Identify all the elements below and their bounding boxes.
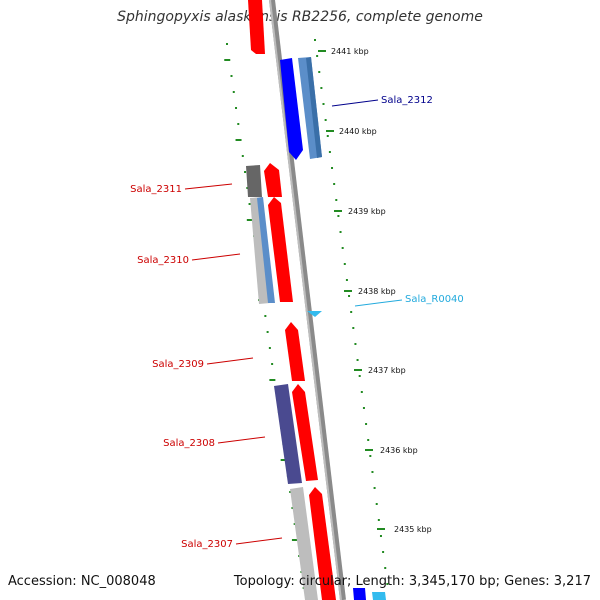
- kbp-label: 2435 kbp: [394, 525, 432, 534]
- genome-title: Sphingopyxis alaskensis RB2256, complete…: [117, 9, 483, 25]
- gene-feature[interactable]: [306, 57, 322, 158]
- gene-feature[interactable]: [250, 197, 270, 304]
- gene-label[interactable]: Sala_2309: [152, 359, 204, 370]
- gene-feature[interactable]: [264, 163, 282, 197]
- kbp-label: 2441 kbp: [331, 47, 369, 56]
- gene-feature[interactable]: [274, 384, 302, 484]
- summary-text: Topology: circular; Length: 3,345,170 bp…: [233, 574, 591, 589]
- kbp-label: 2437 kbp: [368, 366, 406, 375]
- kbp-label: 2436 kbp: [380, 446, 418, 455]
- outer-scale: [314, 39, 389, 585]
- kbp-label: 2439 kbp: [348, 207, 386, 216]
- gene-label[interactable]: Sala_R0040: [405, 294, 464, 305]
- gene-feature[interactable]: [285, 322, 305, 381]
- rna-feature[interactable]: [307, 311, 322, 317]
- gene-label[interactable]: Sala_2308: [163, 438, 215, 449]
- gene-labels: Sala_2312 Sala_2311 Sala_2310 Sala_R0040…: [130, 95, 464, 550]
- gene-feature[interactable]: [292, 384, 318, 481]
- gene-feature[interactable]: [353, 588, 366, 600]
- kbp-labels: 2441 kbp 2440 kbp 2439 kbp 2438 kbp 2437…: [318, 47, 432, 534]
- gene-feature[interactable]: [280, 58, 303, 160]
- gene-feature[interactable]: [290, 487, 318, 600]
- genome-backbone-highlight: [269, 0, 342, 600]
- gene-label[interactable]: Sala_2311: [130, 184, 182, 195]
- gene-feature[interactable]: [248, 0, 265, 54]
- gene-label[interactable]: Sala_2307: [181, 539, 233, 550]
- gene-feature[interactable]: [309, 487, 336, 600]
- inner-scale: [224, 43, 305, 589]
- gene-feature[interactable]: [372, 592, 386, 600]
- kbp-label: 2438 kbp: [358, 287, 396, 296]
- gene-feature[interactable]: [257, 197, 275, 303]
- gene-label[interactable]: Sala_2312: [381, 95, 433, 106]
- kbp-label: 2440 kbp: [339, 127, 377, 136]
- genome-backbone: [269, 0, 346, 600]
- gene-label[interactable]: Sala_2310: [137, 255, 189, 266]
- gene-feature[interactable]: [268, 197, 293, 302]
- accession-text: Accession: NC_008048: [8, 574, 156, 589]
- gene-feature[interactable]: [246, 165, 262, 197]
